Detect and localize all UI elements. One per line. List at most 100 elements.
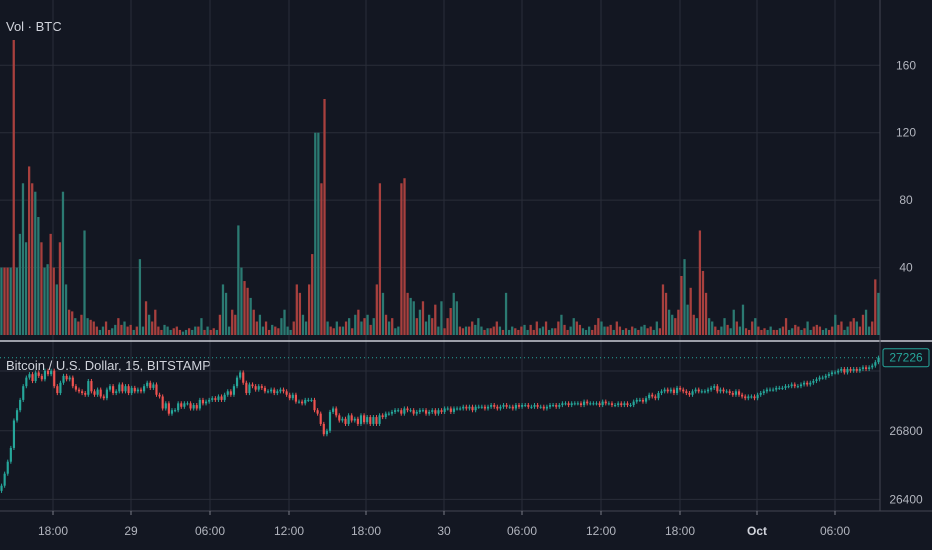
candle-body (195, 405, 198, 409)
volume-bar (240, 267, 243, 335)
volume-bar (95, 326, 98, 335)
volume-bar (347, 318, 351, 335)
volume-bar (295, 284, 298, 335)
candle-body (335, 408, 338, 416)
candle-body (601, 401, 604, 406)
volume-bar (744, 328, 748, 335)
grid-lines (0, 0, 880, 511)
candle-body (688, 393, 691, 395)
volume-bar (603, 326, 606, 335)
candle-body (183, 403, 186, 407)
volume-bar (729, 328, 732, 335)
volume-bar (144, 301, 148, 335)
volume-bar (594, 324, 597, 335)
candle-body (164, 403, 167, 409)
candle-body (229, 391, 232, 395)
volume-bar (763, 328, 766, 335)
volume-bar (184, 329, 188, 335)
volume-bar (698, 230, 702, 335)
volume-bar (169, 329, 172, 335)
volume-bar (24, 242, 28, 335)
volume-bar (234, 314, 237, 335)
price-axis[interactable]: 40 80 120 160 26400 26800 (889, 58, 923, 506)
time-axis[interactable]: 18:00 29 06:00 12:00 18:00 30 06:00 12:00 18:00 O… (38, 511, 850, 538)
candle-body (830, 372, 834, 375)
candle-body (378, 415, 381, 424)
candle-body (827, 374, 830, 376)
volume-bar (271, 324, 274, 335)
candle-body (19, 399, 22, 411)
volume-bar (667, 309, 671, 335)
volume-bar (827, 329, 831, 335)
candle-body (220, 396, 223, 400)
candle-body (821, 377, 824, 379)
candle-body (381, 415, 384, 418)
candle-body (586, 401, 589, 404)
volume-bar (332, 328, 335, 335)
candle-body (245, 382, 248, 394)
candle-body (499, 406, 502, 409)
candle-body (635, 399, 638, 402)
candle-body (62, 375, 65, 383)
volume-bar (114, 324, 117, 335)
volume-tick-label: 160 (896, 58, 916, 72)
volume-bar (747, 329, 751, 335)
candle-body (641, 399, 645, 402)
volume-bar (123, 321, 126, 335)
volume-bar (409, 297, 412, 335)
candle-body (15, 410, 19, 421)
volume-bar (117, 318, 120, 335)
volume-bar (43, 267, 46, 335)
candle-body (118, 384, 121, 392)
volume-bar (172, 328, 175, 335)
volume-bar (292, 321, 295, 335)
volume-bar (769, 326, 772, 335)
volume-bar (480, 326, 483, 335)
candle-body (561, 403, 564, 406)
last-price-label: 27226 (889, 351, 923, 365)
candle-body (105, 389, 108, 399)
candle-body (716, 386, 719, 392)
candle-body (428, 411, 431, 414)
candle-body (719, 389, 722, 392)
candle-body (567, 403, 570, 406)
volume-bar (738, 326, 742, 335)
candle-body (824, 375, 827, 378)
volume-bar (46, 264, 49, 335)
candle-body (124, 386, 127, 392)
volume-bar (258, 314, 262, 335)
candle-body (390, 411, 394, 414)
time-tick-label: 06:00 (820, 524, 850, 538)
candle-body (350, 415, 353, 421)
volume-bar (726, 324, 729, 335)
candle-body (263, 387, 267, 392)
candle-body (806, 382, 809, 385)
volume-bar (800, 329, 803, 335)
volume-bar (526, 329, 529, 335)
candle-body (40, 375, 43, 380)
volume-bar (778, 328, 782, 335)
time-tick-label: 18:00 (665, 524, 695, 538)
candle-body (353, 418, 356, 421)
candle-body (545, 406, 548, 409)
candle-body (248, 384, 251, 394)
candle-body (728, 391, 731, 394)
volume-bar (544, 321, 548, 335)
candle-body (418, 410, 421, 412)
candle-body (778, 387, 781, 389)
candle-body (279, 389, 282, 392)
candle-body (706, 389, 710, 392)
time-tick-label: 30 (437, 524, 451, 538)
volume-bar (71, 311, 74, 335)
candle-body (424, 410, 428, 414)
volume-bar (157, 326, 160, 335)
candle-body (186, 403, 189, 405)
volume-bar (34, 191, 37, 335)
candle-body (648, 394, 651, 399)
volume-bar (547, 329, 551, 335)
candle-body (564, 403, 567, 405)
candle-body (846, 369, 849, 373)
volume-bar (824, 328, 828, 335)
volume-bar (609, 324, 612, 335)
